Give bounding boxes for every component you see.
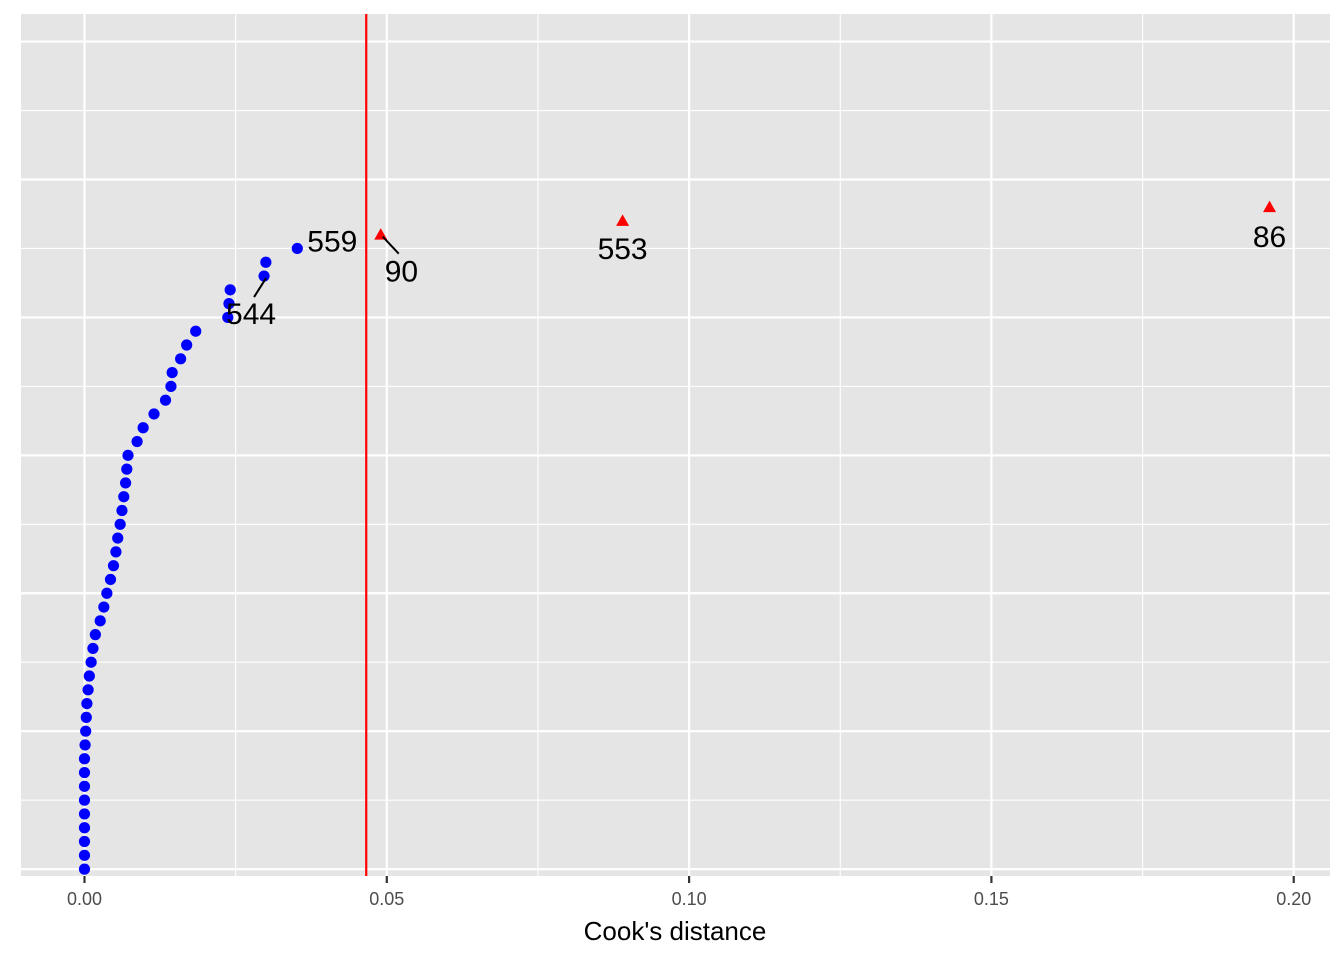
data-point [224,284,236,296]
data-point [122,449,134,461]
point-label-90: 90 [385,256,418,289]
data-point [78,753,91,765]
data-point [79,739,91,751]
x-tick-label: 0.10 [672,889,707,909]
data-point [175,353,187,365]
data-point [137,422,149,434]
x-tick-label: 0.20 [1276,889,1311,909]
x-tick-label: 0.05 [369,889,404,909]
data-point [258,270,270,282]
data-point [78,863,91,875]
data-point [85,656,97,668]
data-point [222,311,234,324]
data-point [121,463,133,475]
data-point [89,629,101,641]
data-point [78,794,91,806]
data-point [78,780,91,792]
data-point [101,587,113,599]
data-point [260,256,272,268]
data-point [78,766,91,779]
data-point [80,725,92,737]
x-tick-label: 0.00 [67,889,102,909]
point-label-553: 553 [598,233,648,266]
x-axis: 0.00 0.05 0.10 0.15 0.20 [67,876,1311,909]
data-point [131,435,143,448]
data-point [78,808,91,820]
point-label-559: 559 [307,225,357,258]
data-point [78,822,91,834]
x-tick-label: 0.15 [974,889,1009,909]
data-point [116,504,128,517]
data-point [190,325,202,337]
data-point [114,518,126,530]
point-label-544: 544 [226,298,276,331]
point-label-86: 86 [1253,221,1286,254]
data-point [148,408,160,420]
gridlines [21,14,1330,876]
data-point [223,298,235,310]
plot-panel [21,14,1330,876]
data-point [78,835,91,848]
data-point [107,560,120,572]
data-point [98,601,110,613]
data-point [119,477,132,489]
data-points [78,200,1277,875]
point-labels: 559 90 553 86 544 [226,221,1286,331]
label-leader [253,277,267,298]
data-point [118,491,130,503]
data-point [87,642,99,655]
data-point [104,573,117,586]
outlier-point [616,214,630,226]
data-point [166,366,178,379]
label-leader [382,235,400,255]
data-point [83,670,95,682]
x-axis-title: Cook's distance [584,916,767,946]
data-point [94,615,106,627]
data-point [78,849,91,861]
data-point [291,242,303,255]
data-point [181,339,193,351]
data-point [80,711,92,723]
data-point [165,380,177,392]
data-point [110,546,122,558]
data-point [112,532,124,544]
data-point [81,698,93,710]
data-point [159,394,172,406]
outlier-point [1263,200,1277,213]
data-point [82,684,94,696]
